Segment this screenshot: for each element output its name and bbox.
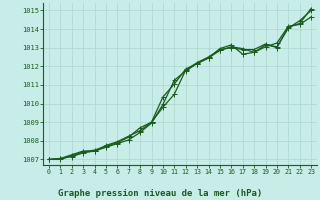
Text: Graphe pression niveau de la mer (hPa): Graphe pression niveau de la mer (hPa)	[58, 189, 262, 198]
